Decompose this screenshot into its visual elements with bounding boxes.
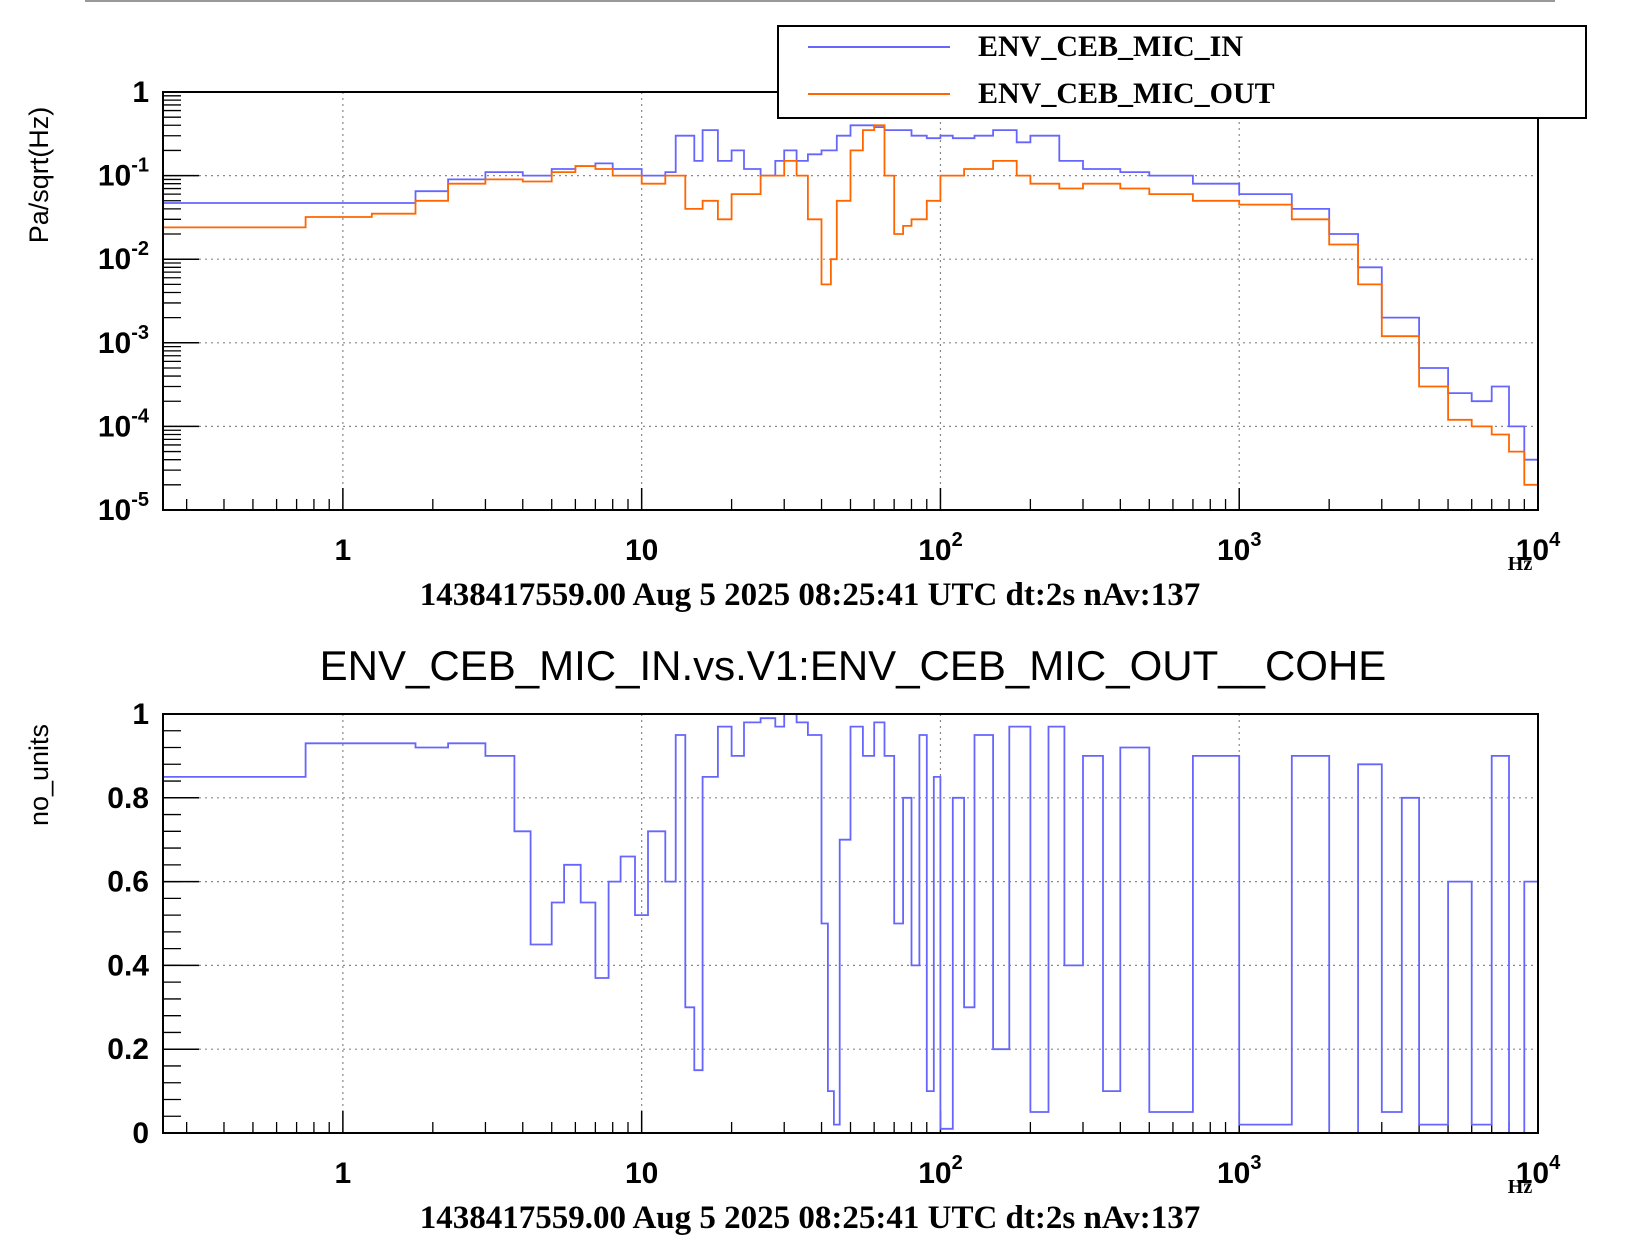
y-tick-label: 0.4	[107, 949, 149, 982]
env-ceb-mic-out-trace	[163, 124, 1539, 510]
x-tick-label: 102	[918, 1152, 963, 1190]
asd-minor-ticks	[163, 91, 1539, 511]
y-tick-label: 10-5	[98, 489, 149, 527]
legend-label-out: ENV_CEB_MIC_OUT	[978, 77, 1275, 110]
x-tick-label: 1	[335, 1157, 352, 1190]
coherence-series-group	[163, 713, 1539, 1134]
coherence-trace	[163, 713, 1539, 1134]
coherence-panel: ENV_CEB_MIC_IN.vs.V1:ENV_CEB_MIC_OUT__CO…	[24, 642, 1561, 1236]
x-tick-label: 1	[335, 534, 352, 567]
asd-x-unit-label: Hz	[1508, 553, 1533, 575]
x-tick-label: 10	[625, 534, 658, 567]
y-tick-label: 0.8	[107, 782, 149, 815]
legend-box	[777, 25, 1587, 119]
x-tick-label: 104	[1516, 529, 1561, 567]
coherence-x-axis-label: 1438417559.00 Aug 5 2025 08:25:41 UTC dt…	[420, 1200, 1200, 1236]
x-tick-label: 103	[1217, 1152, 1262, 1190]
y-tick-label: 0.2	[107, 1033, 149, 1066]
y-tick-label: 10-2	[98, 238, 149, 276]
coherence-title: ENV_CEB_MIC_IN.vs.V1:ENV_CEB_MIC_OUT__CO…	[320, 642, 1387, 689]
y-tick-label: 1	[132, 698, 149, 731]
y-tick-label: 0	[132, 1117, 149, 1150]
coherence-x-tick-labels: 1 10 102 103 104	[335, 1152, 1562, 1190]
asd-y-tick-labels: 1 10-1 10-2 10-3 10-4 10-5	[98, 76, 150, 527]
asd-x-tick-labels: 1 10 102 103 104	[335, 529, 1562, 567]
legend: ENV_CEB_MIC_IN ENV_CEB_MIC_OUT	[777, 25, 1587, 119]
y-tick-label: 10-3	[98, 322, 149, 360]
asd-panel: 1 10 102 103 104 1 10-1 10-2 10-3 10-4 10-5 Pa/sq…	[24, 76, 1561, 613]
asd-y-axis-label: Pa/sqrt(Hz)	[24, 107, 54, 244]
legend-label-in: ENV_CEB_MIC_IN	[978, 30, 1243, 63]
coherence-plot-frame	[162, 713, 1539, 1134]
x-tick-label: 102	[918, 529, 963, 567]
x-tick-label: 104	[1516, 1152, 1561, 1190]
y-tick-label: 10-1	[98, 155, 149, 193]
y-tick-label: 1	[132, 76, 149, 109]
coherence-y-tick-labels: 1 0.8 0.6 0.4 0.2 0	[107, 698, 149, 1150]
asd-series-group	[163, 124, 1539, 510]
asd-x-axis-label: 1438417559.00 Aug 5 2025 08:25:41 UTC dt…	[420, 577, 1200, 613]
coherence-x-unit-label: Hz	[1508, 1176, 1533, 1198]
y-tick-label: 10-4	[98, 405, 150, 443]
x-tick-label: 10	[625, 1157, 658, 1190]
y-tick-label: 0.6	[107, 866, 149, 899]
coherence-y-axis-label: no_units	[24, 724, 54, 826]
x-tick-label: 103	[1217, 529, 1262, 567]
env-ceb-mic-in-trace	[163, 124, 1539, 496]
